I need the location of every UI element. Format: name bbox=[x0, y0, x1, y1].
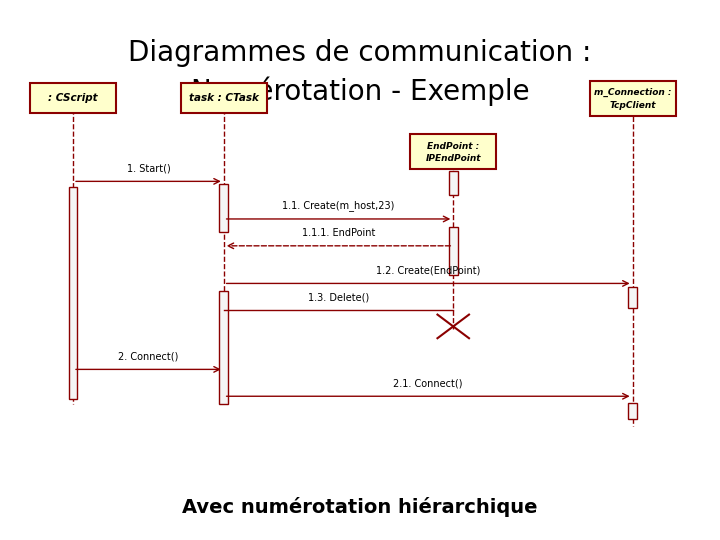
Text: 1. Start(): 1. Start() bbox=[127, 163, 171, 173]
FancyBboxPatch shape bbox=[69, 187, 78, 399]
FancyBboxPatch shape bbox=[590, 80, 675, 116]
Text: EndPoint :: EndPoint : bbox=[427, 142, 480, 151]
FancyBboxPatch shape bbox=[220, 184, 228, 232]
FancyBboxPatch shape bbox=[449, 171, 457, 195]
Text: m_Connection :: m_Connection : bbox=[594, 88, 671, 97]
FancyBboxPatch shape bbox=[629, 403, 637, 420]
FancyBboxPatch shape bbox=[220, 292, 228, 404]
Text: : CScript: : CScript bbox=[48, 93, 98, 103]
Text: Avec numérotation hiérarchique: Avec numérotation hiérarchique bbox=[182, 497, 538, 517]
Text: 2. Connect(): 2. Connect() bbox=[118, 352, 179, 361]
Text: TcpClient: TcpClient bbox=[609, 100, 656, 110]
FancyBboxPatch shape bbox=[181, 83, 267, 113]
Text: Numérotation - Exemple: Numérotation - Exemple bbox=[191, 77, 529, 106]
Text: Diagrammes de communication :: Diagrammes de communication : bbox=[128, 39, 592, 67]
Text: 1.3. Delete(): 1.3. Delete() bbox=[308, 292, 369, 302]
Text: 2.1. Connect(): 2.1. Connect() bbox=[393, 378, 463, 388]
Text: 1.1. Create(m_host,23): 1.1. Create(m_host,23) bbox=[282, 200, 395, 211]
FancyBboxPatch shape bbox=[410, 134, 496, 169]
FancyBboxPatch shape bbox=[629, 287, 637, 308]
FancyBboxPatch shape bbox=[30, 83, 116, 113]
FancyBboxPatch shape bbox=[449, 227, 457, 275]
Text: 1.1.1. EndPoint: 1.1.1. EndPoint bbox=[302, 228, 375, 238]
Text: 1.2. Create(EndPoint): 1.2. Create(EndPoint) bbox=[376, 265, 480, 275]
Text: IPEndPoint: IPEndPoint bbox=[426, 154, 481, 163]
Text: task : CTask: task : CTask bbox=[189, 93, 258, 103]
